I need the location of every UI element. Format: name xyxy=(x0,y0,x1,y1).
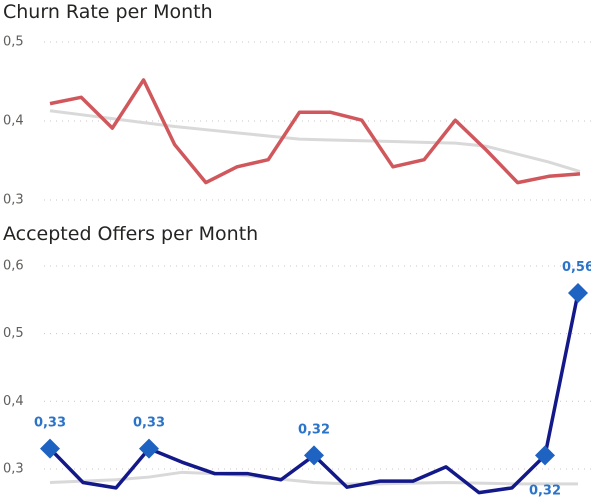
data-label: 0,33 xyxy=(133,416,165,431)
marker xyxy=(304,445,324,466)
trend-line xyxy=(49,109,581,173)
chart-title: Accepted Offers per Month xyxy=(3,223,258,245)
y-tick-label: 0,6 xyxy=(3,259,24,274)
y-tick-label: 0,5 xyxy=(3,35,24,50)
y-tick-label: 0,4 xyxy=(3,394,24,409)
data-label: 0,32 xyxy=(529,483,561,498)
marker xyxy=(139,438,159,459)
marker xyxy=(40,438,60,459)
data-label: 0,32 xyxy=(298,422,330,437)
y-tick-label: 0,5 xyxy=(3,326,24,341)
y-tick-label: 0,4 xyxy=(3,114,24,129)
y-tick-label: 0,3 xyxy=(3,461,24,476)
trend-line xyxy=(49,470,578,486)
y-tick-label: 0,3 xyxy=(3,193,24,208)
chart-title: Churn Rate per Month xyxy=(3,1,213,23)
data-line xyxy=(49,78,581,185)
marker xyxy=(535,445,555,466)
data-label: 0,56 xyxy=(562,260,591,275)
marker xyxy=(568,283,588,304)
data-label: 0,33 xyxy=(34,416,66,431)
